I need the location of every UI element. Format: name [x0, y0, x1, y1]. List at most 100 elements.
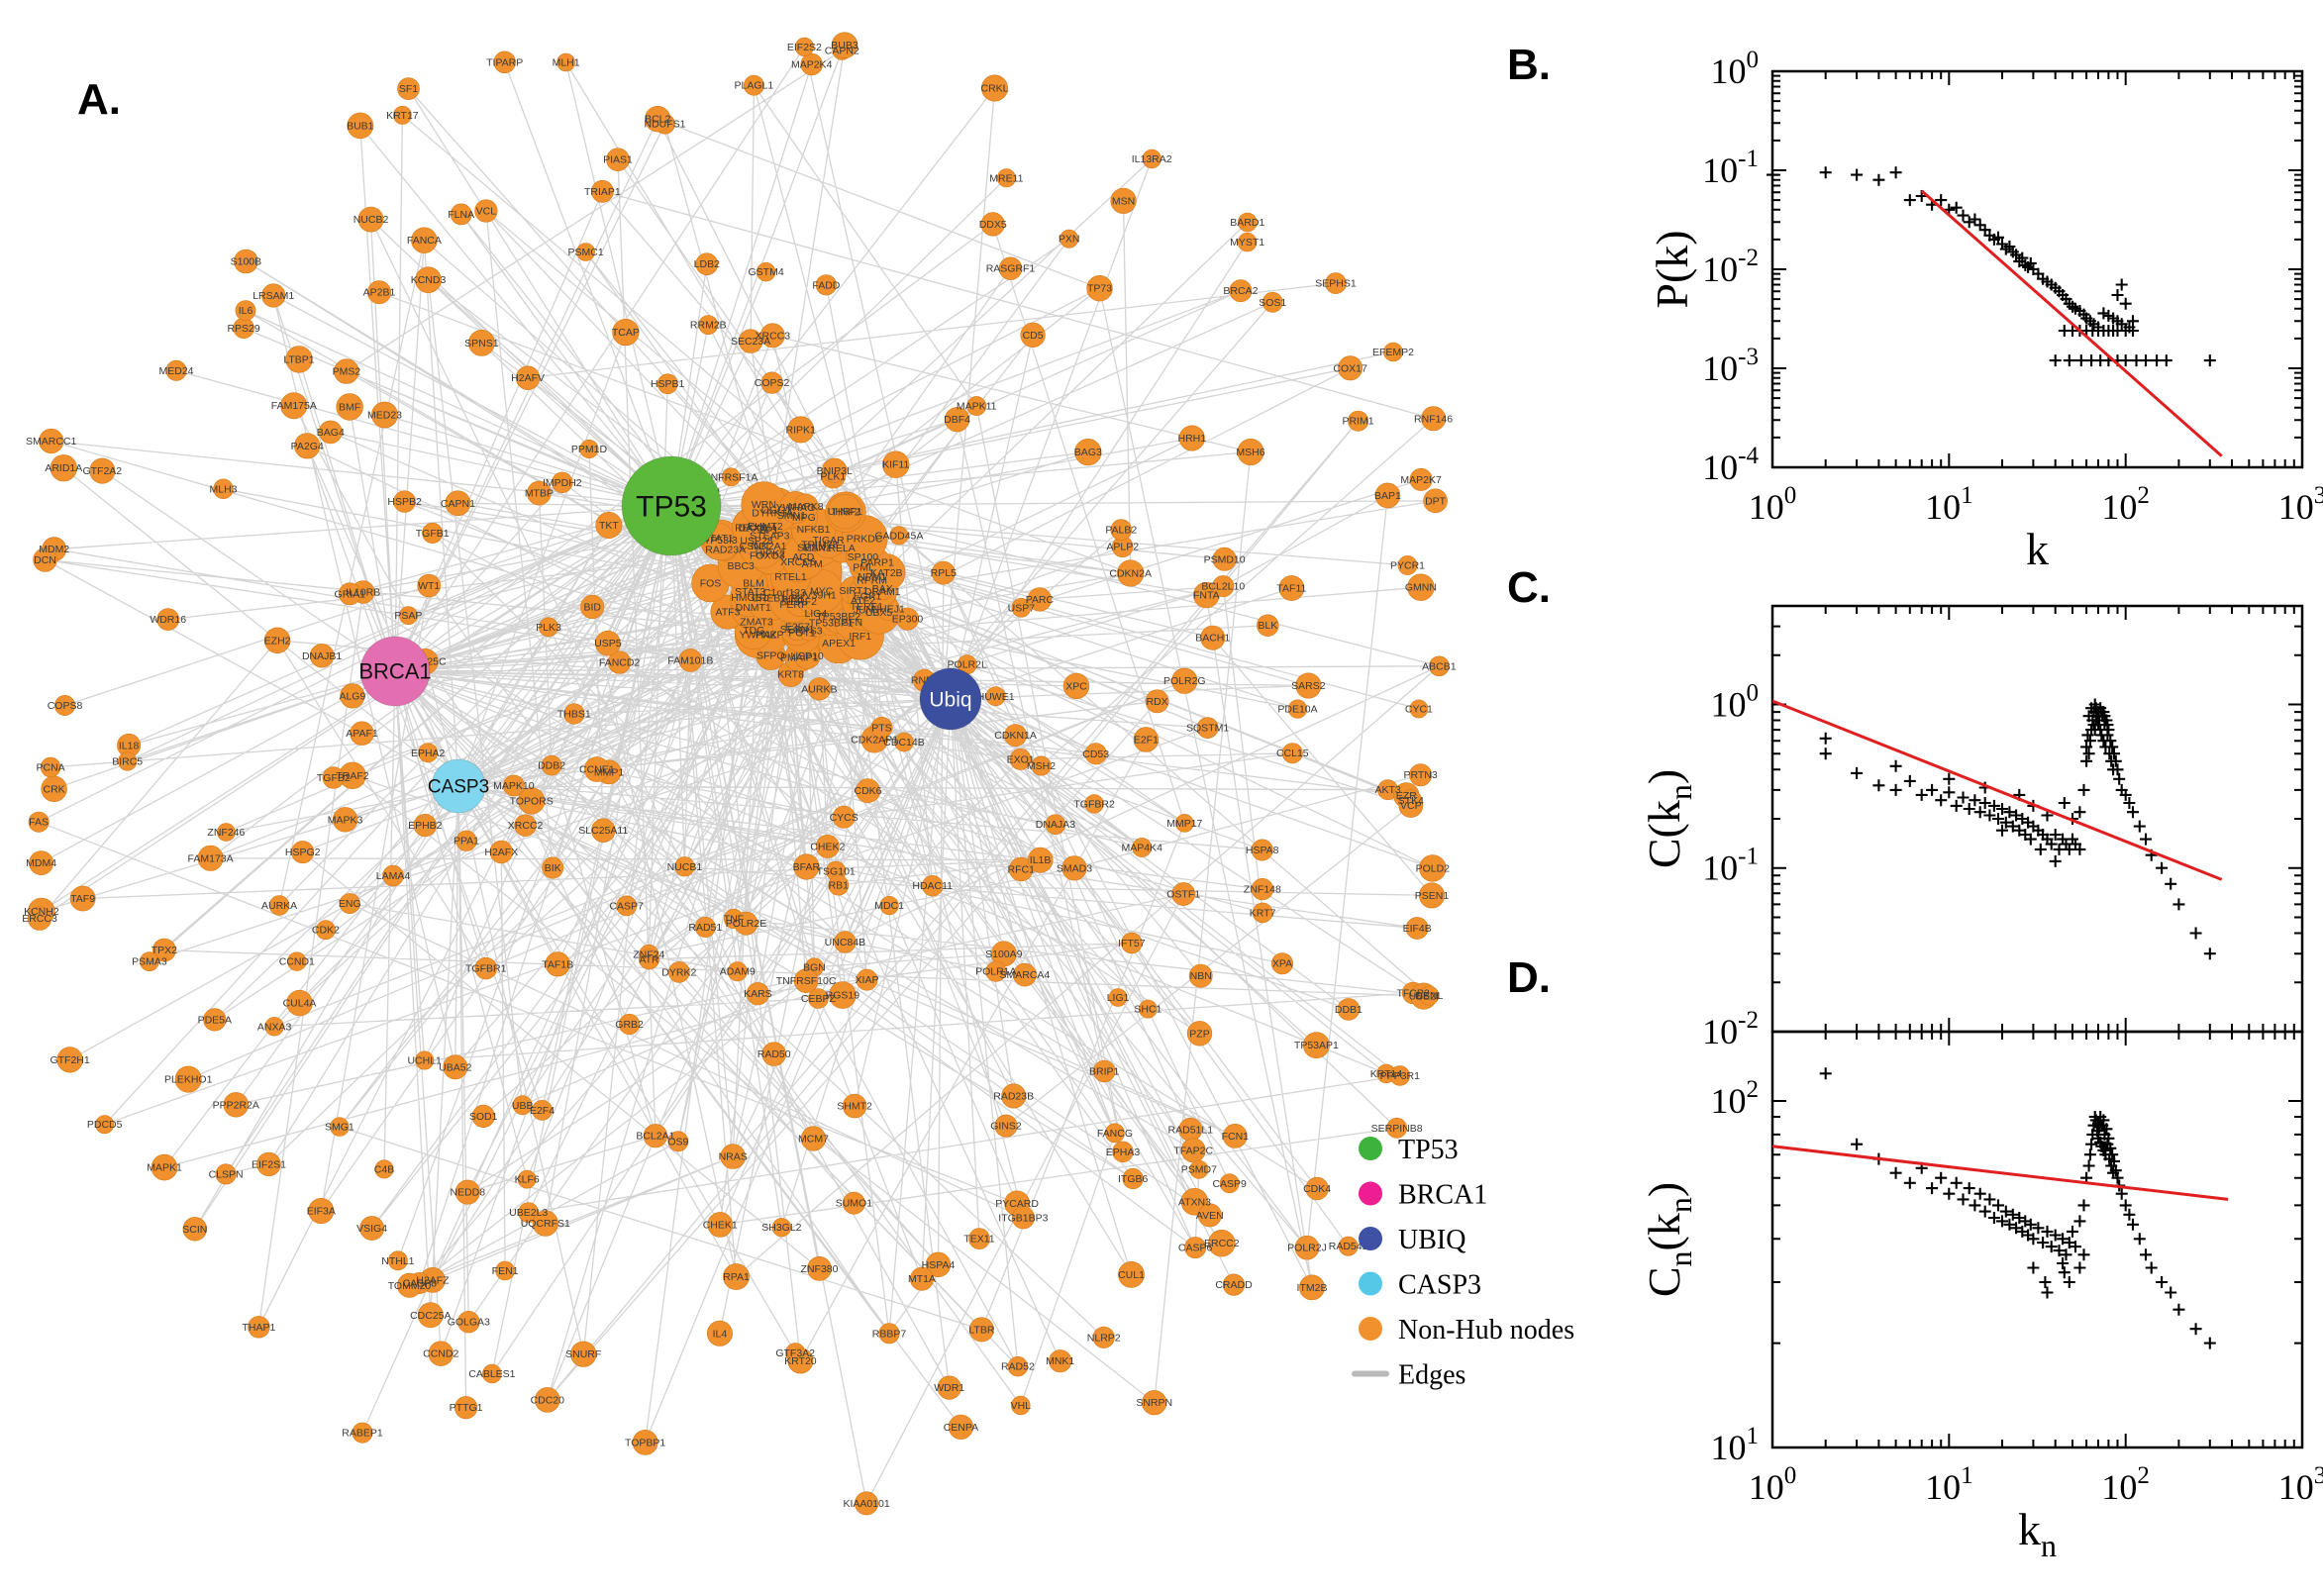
- network-node: [474, 956, 497, 980]
- plot-frame: [1770, 69, 2304, 469]
- network-node-label: CD53: [1082, 748, 1109, 760]
- network-node-label: RPS29: [227, 323, 259, 335]
- network-node: [612, 319, 640, 347]
- network-node-label: GSTM4: [749, 266, 784, 278]
- network-node-label: BFAR: [793, 861, 821, 873]
- network-node: [422, 522, 444, 544]
- network-node-label: BAG3: [1074, 447, 1102, 458]
- network-node: [223, 1092, 250, 1118]
- network-node: [746, 982, 770, 1006]
- network-node: [829, 981, 857, 1009]
- network-node: [517, 1169, 537, 1189]
- network-node: [182, 1217, 208, 1242]
- network-node-label: CYC1: [1405, 704, 1433, 716]
- network-node-label: DNAJB1: [302, 650, 342, 662]
- y-axis-title: Cn(kn): [1639, 1182, 1698, 1297]
- network-node-label: RB1: [829, 880, 850, 892]
- network-node-label: OSTF1: [1166, 889, 1200, 901]
- network-node: [40, 756, 61, 778]
- hub-node-casp3: CASP3: [428, 758, 489, 814]
- network-node-label: MNK1: [1046, 1355, 1074, 1367]
- y-tick-label: 10-1: [1702, 146, 1759, 190]
- network-node-label: EGR1: [854, 591, 882, 603]
- x-tick-label: 103: [2278, 1462, 2323, 1507]
- network-node-label: PLK3: [536, 622, 561, 634]
- network-node-label: TNFRSF10C: [776, 975, 837, 987]
- network-node-label: CDC14B: [883, 737, 924, 748]
- network-node: [842, 1093, 867, 1119]
- network-node-label: DBNL: [1415, 990, 1443, 1002]
- network-node: [493, 50, 516, 74]
- network-node: [1303, 1032, 1330, 1059]
- network-node: [1188, 963, 1213, 988]
- network-node: [855, 1491, 879, 1516]
- network-node-label: RAD52: [1001, 1361, 1035, 1373]
- network-node: [1020, 322, 1046, 349]
- network-node-label: C1orf123: [763, 587, 806, 599]
- network-node-label: SQSTM1: [1186, 723, 1229, 735]
- x-tick-label: 101: [1925, 1462, 1973, 1507]
- chart-clustering-coefficient: 100 10-1 10-2 C(kn): [1639, 604, 2304, 1051]
- network-node-label: PDCD5: [87, 1119, 123, 1131]
- network-node-label: RTEL1: [774, 571, 807, 583]
- network-node: [1229, 279, 1253, 303]
- network-node-label: HIPK2: [756, 549, 786, 560]
- network-node: [994, 1114, 1018, 1138]
- network-node: [534, 1387, 560, 1413]
- legend: TP53 BRCA1 UBIQ CASP3 Non-Hub nodes Edges: [1352, 1135, 1574, 1391]
- network-node-label: FANCD2: [599, 657, 641, 669]
- network-node: [980, 212, 1005, 237]
- network-node: [1389, 1065, 1411, 1086]
- network-node: [50, 454, 77, 482]
- network-node-label: MLH3: [209, 483, 237, 495]
- network-node: [340, 683, 365, 709]
- network-node: [807, 1256, 832, 1281]
- network-node: [371, 401, 398, 429]
- network-node-label: DAXX: [739, 522, 767, 534]
- network-node: [330, 1117, 350, 1137]
- network-node-label: PTS: [871, 723, 891, 735]
- network-node: [393, 490, 416, 513]
- network-node: [1208, 1229, 1236, 1257]
- network-node: [339, 893, 360, 915]
- network-node-label: PIN1: [781, 594, 805, 606]
- network-node-label: RECQL4: [735, 523, 776, 535]
- network-node-label: PARP1: [860, 557, 894, 569]
- network-node: [39, 428, 64, 454]
- network-node: [357, 206, 384, 233]
- y-tick-label: 10-1: [1702, 844, 1759, 888]
- network-node-label: RBBP7: [872, 1328, 907, 1340]
- network-node: [334, 358, 359, 384]
- network-node-label: S100A9: [985, 948, 1023, 960]
- network-node: [1196, 717, 1219, 740]
- network-node-label: TRIM28: [801, 540, 839, 551]
- network-node-label: YWHAZ: [740, 630, 778, 642]
- network-node-label: E2F4: [530, 1105, 555, 1117]
- network-node-label: ITGB6: [1118, 1173, 1149, 1185]
- network-node: [489, 840, 513, 864]
- network-node-label: EPHB2: [408, 820, 443, 832]
- x-tick-label: 103: [2278, 482, 2323, 527]
- network-node-label: GOLGA3: [448, 1317, 490, 1329]
- network-node-label: TOPBP1: [625, 1437, 665, 1448]
- network-node: [667, 1131, 689, 1152]
- network-node: [570, 1341, 597, 1367]
- network-node: [695, 252, 719, 276]
- network-node: [985, 686, 1006, 707]
- network-node-label: DDB2: [538, 760, 565, 772]
- network-node-label: WT1: [418, 580, 440, 592]
- network-node-label: CLSPN: [209, 1168, 244, 1180]
- network-node: [139, 951, 159, 972]
- network-node: [33, 548, 57, 572]
- network-node-label: EIF2S2: [787, 42, 822, 53]
- network-node: [792, 493, 819, 520]
- network-node: [387, 1250, 408, 1271]
- network-node-label: TERF2: [784, 596, 817, 608]
- network-node: [1251, 839, 1273, 861]
- network-node-label: CBX5: [865, 607, 893, 619]
- network-node-label: NHEJ1: [872, 604, 905, 616]
- network-node-label: CRKL: [980, 83, 1008, 95]
- network-node-label: KRT17: [386, 110, 419, 122]
- network-node-label: HSPA4: [922, 1259, 956, 1271]
- network-node-label: SHMT2: [837, 1101, 872, 1113]
